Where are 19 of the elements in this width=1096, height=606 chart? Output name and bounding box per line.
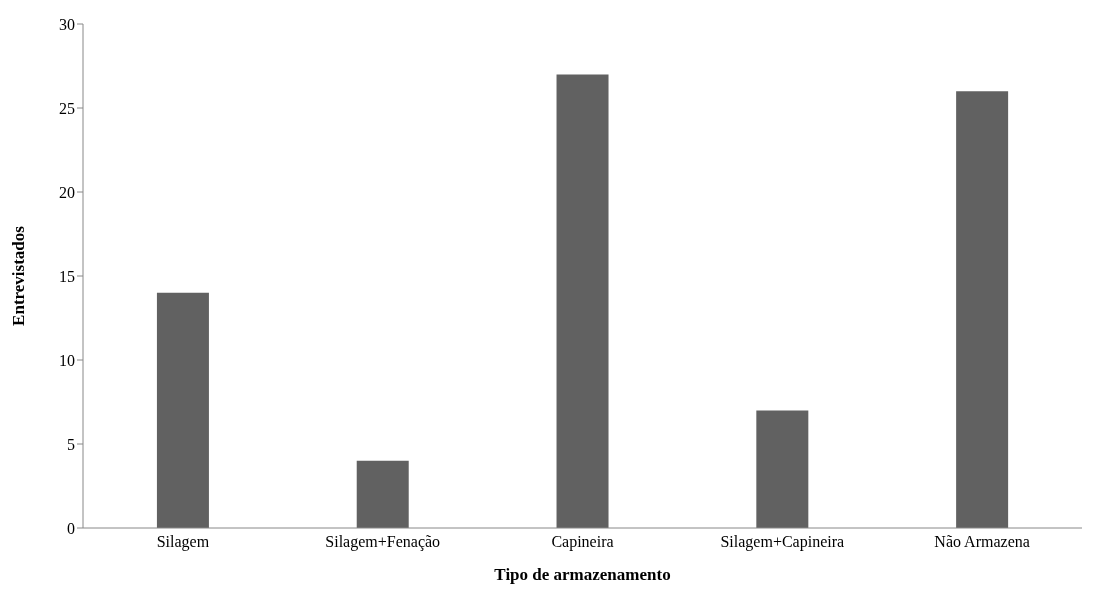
- bar: [356, 460, 409, 528]
- bar: [956, 91, 1009, 528]
- y-tick-label: 10: [59, 351, 75, 369]
- y-axis-title: Entrevistados: [9, 225, 29, 326]
- x-axis-title: Tipo de armazenamento: [494, 565, 671, 584]
- bar: [556, 74, 609, 528]
- y-tick-label: 25: [59, 99, 75, 117]
- x-tick-label: Capineira: [551, 533, 614, 552]
- x-tick-label: Silagem+Capineira: [720, 533, 845, 552]
- y-tick-label: 0: [67, 519, 75, 537]
- y-tick-label: 30: [59, 15, 75, 33]
- y-tick-label: 20: [59, 183, 75, 201]
- bar: [756, 410, 809, 528]
- y-tick-label: 5: [67, 435, 75, 453]
- bar: [156, 292, 209, 528]
- x-tick-label: Silagem+Fenação: [325, 533, 441, 552]
- x-tick-label: Não Armazena: [934, 533, 1030, 551]
- y-tick-label: 15: [59, 267, 75, 285]
- x-tick-label: Silagem: [156, 533, 210, 552]
